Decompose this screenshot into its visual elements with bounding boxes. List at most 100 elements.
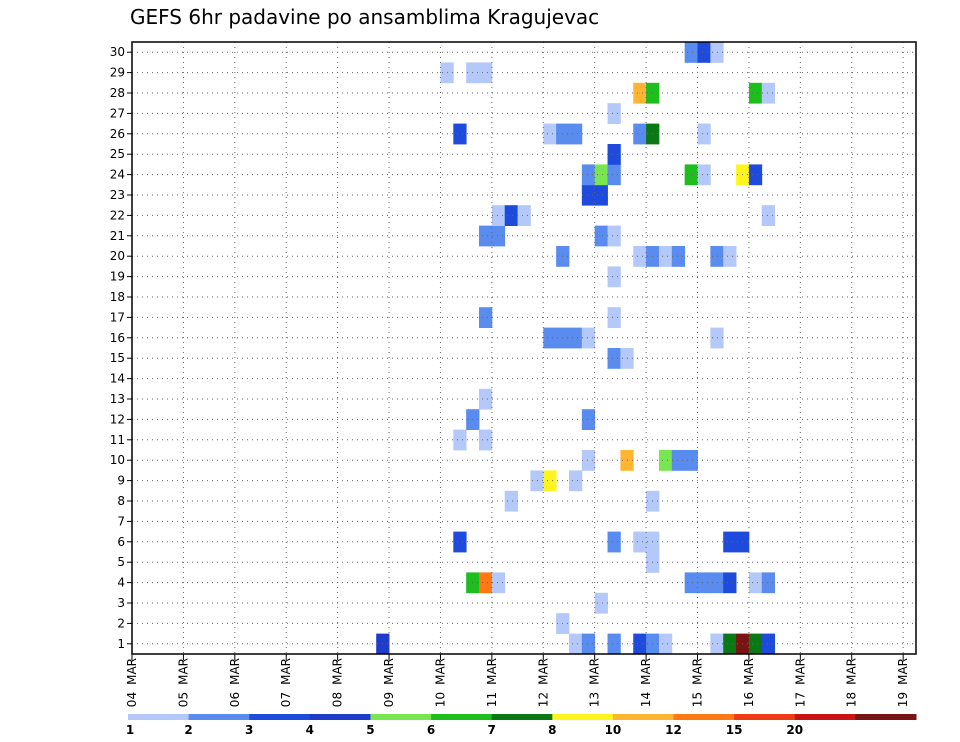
precip-cell	[633, 531, 647, 553]
x-tick-month: MAR	[331, 658, 345, 685]
precip-cell	[568, 633, 583, 655]
precip-cell	[697, 123, 711, 145]
precip-cell	[504, 490, 518, 512]
precip-cell	[761, 82, 776, 104]
legend-swatch	[673, 714, 735, 720]
y-tick-label: 28	[110, 86, 125, 100]
x-tick-label: 05 MAR	[176, 658, 190, 707]
precip-cell	[581, 633, 596, 655]
precip-cell	[594, 184, 608, 206]
x-tick-month: MAR	[536, 658, 550, 685]
legend-swatch	[734, 714, 796, 720]
y-tick-label: 4	[117, 576, 125, 590]
x-tick-day: 05	[176, 692, 190, 707]
legend-swatch	[612, 714, 675, 720]
precip-cell	[607, 531, 621, 553]
precip-cell	[543, 327, 557, 349]
precip-cell	[453, 123, 467, 145]
legend-label: 10	[605, 723, 622, 737]
precip-cell	[504, 205, 518, 226]
precip-cell	[658, 246, 673, 267]
precip-cell	[684, 450, 698, 471]
precip-cell	[479, 307, 493, 328]
x-tick-label: 09 MAR	[382, 658, 396, 707]
y-tick-label: 3	[117, 596, 125, 610]
precip-cell	[491, 205, 506, 226]
x-tick-day: 10	[433, 692, 447, 707]
plot-frame	[131, 41, 917, 655]
y-tick-label: 25	[110, 147, 125, 161]
precip-cell	[723, 531, 737, 553]
x-tick-day: 12	[536, 692, 550, 707]
precip-cell	[761, 633, 776, 655]
x-tick-month: MAR	[433, 658, 447, 685]
precip-cell	[607, 307, 621, 328]
x-tick-month: MAR	[485, 658, 499, 685]
precip-cell	[697, 572, 711, 594]
y-tick-label: 10	[110, 453, 125, 467]
precip-cell	[453, 531, 467, 553]
y-tick-label: 7	[117, 514, 125, 528]
y-tick-label: 6	[117, 535, 125, 549]
legend-label: 1	[126, 723, 134, 737]
precip-cell	[697, 164, 711, 186]
precip-cell	[607, 266, 621, 288]
grid-lines	[131, 42, 916, 654]
y-tick-label: 16	[110, 331, 125, 345]
legend-label: 8	[548, 723, 556, 737]
x-tick-label: 13 MAR	[588, 658, 602, 707]
x-tick-label: 07 MAR	[279, 658, 293, 707]
precip-cell	[581, 164, 596, 186]
legend-label: 3	[245, 723, 253, 737]
precip-cell	[607, 164, 621, 186]
precip-cell	[479, 572, 493, 594]
precip-cell	[710, 327, 724, 349]
precip-cell	[543, 470, 557, 492]
y-tick-label: 13	[110, 392, 125, 406]
precip-cell	[710, 42, 724, 63]
x-tick-day: 08	[331, 692, 345, 707]
x-tick-day: 06	[228, 692, 242, 707]
y-tick-label: 22	[110, 208, 125, 222]
y-tick-label: 9	[117, 474, 125, 488]
precip-cell	[710, 572, 724, 594]
legend-swatch	[370, 714, 432, 720]
precip-cell	[581, 184, 596, 206]
legend-swatch	[188, 714, 250, 720]
y-tick-label: 8	[117, 494, 125, 508]
precip-cell	[479, 225, 493, 247]
x-tick-label: 15 MAR	[691, 658, 705, 707]
x-tick-month: MAR	[845, 658, 859, 685]
y-tick-label: 21	[110, 229, 125, 243]
x-tick-day: 09	[382, 692, 396, 707]
x-tick-label: 14 MAR	[639, 658, 653, 707]
legend-label: 5	[366, 723, 374, 737]
y-axis: 1234567891011121314151617181920212223242…	[110, 45, 132, 651]
x-tick-label: 18 MAR	[845, 658, 859, 707]
precip-cell	[748, 164, 763, 186]
y-tick-label: 27	[110, 106, 125, 120]
x-tick-label: 04 MAR	[125, 658, 139, 707]
precip-cell	[479, 388, 493, 410]
legend-swatch	[309, 714, 371, 720]
precip-cell	[761, 572, 776, 594]
precip-cell	[594, 164, 608, 186]
x-tick-day: 19	[896, 692, 910, 707]
legend-swatch	[128, 714, 190, 720]
precip-cell	[710, 633, 724, 655]
precip-cell	[581, 327, 596, 349]
x-tick-month: MAR	[228, 658, 242, 685]
precip-cell	[658, 633, 673, 655]
precip-cell	[633, 123, 647, 145]
y-tick-label: 23	[110, 188, 125, 202]
legend-swatch	[431, 714, 493, 720]
y-tick-label: 29	[110, 66, 125, 80]
x-tick-label: 10 MAR	[433, 658, 447, 707]
x-axis: 04 MAR 05 MAR 06 MAR 07 MAR 08 MAR 09 MAR 10 MAR 11 MAR…	[125, 654, 910, 707]
x-tick-label: 06 MAR	[228, 658, 242, 707]
legend-swatch	[249, 714, 311, 720]
x-tick-month: MAR	[793, 658, 807, 685]
x-tick-label: 08 MAR	[331, 658, 345, 707]
precip-cell	[684, 572, 698, 594]
